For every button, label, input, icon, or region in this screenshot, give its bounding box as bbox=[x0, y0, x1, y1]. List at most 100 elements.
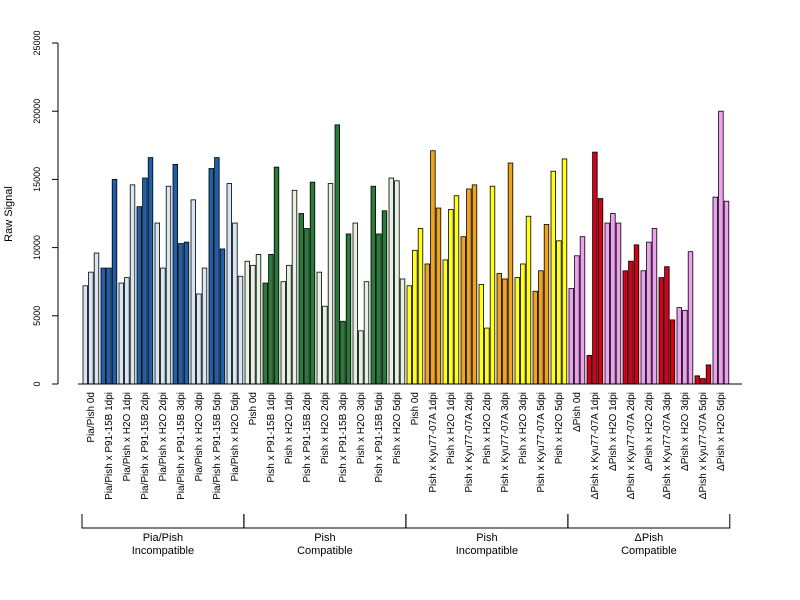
y-tick-label: 0 bbox=[32, 381, 42, 386]
bar bbox=[201, 267, 208, 385]
bar bbox=[363, 281, 370, 385]
y-tick-label: 10000 bbox=[32, 235, 42, 260]
bar bbox=[646, 241, 652, 385]
bar bbox=[610, 213, 616, 385]
bar bbox=[118, 282, 124, 385]
bar bbox=[178, 243, 184, 385]
x-tick-label: ΔPish x H2O 2dpi bbox=[644, 392, 655, 471]
bar bbox=[190, 199, 196, 385]
x-tick-label: ΔPish x H2O 5dpi bbox=[716, 392, 727, 471]
bar bbox=[682, 309, 688, 385]
x-tick-label: Pia/Pish x H2O 5dpi bbox=[230, 392, 241, 482]
y-axis: 0 5000 10000 15000 20000 25000 bbox=[32, 30, 59, 387]
bar bbox=[460, 236, 466, 385]
bar bbox=[88, 271, 94, 385]
bar bbox=[183, 241, 190, 385]
bar bbox=[424, 263, 430, 385]
x-tick-label: Pish x H2O 2dpi bbox=[482, 392, 493, 464]
bar bbox=[399, 278, 406, 385]
bar bbox=[291, 189, 298, 385]
x-tick-label: ΔPish 0d bbox=[572, 392, 583, 432]
x-tick-label: Pish x Kyu77-07A 2dpi bbox=[464, 392, 475, 493]
y-tick-label: 5000 bbox=[32, 306, 42, 326]
bar bbox=[154, 222, 160, 385]
group-brackets: Pia/PishIncompatiblePishCompatiblePishIn… bbox=[81, 514, 731, 557]
x-tick-label: Pish x Kyu77-07A 1dpi bbox=[428, 392, 439, 493]
x-tick-label: Pish x H2O 3dpi bbox=[518, 392, 529, 464]
bar bbox=[376, 233, 382, 385]
bar bbox=[165, 185, 172, 385]
bar bbox=[543, 224, 550, 385]
bar bbox=[255, 254, 262, 385]
x-tick-label: Pia/Pish x H2O 1dpi bbox=[122, 392, 133, 482]
x-tick-labels: Pia/Pish 0d Pia/Pish x P91-15B 1dpi Pia/Pi… bbox=[86, 392, 727, 500]
x-tick-label: Pish x H2O 5dpi bbox=[392, 392, 403, 464]
x-tick-label: ΔPish x Kyu77-07A 2dpi bbox=[626, 392, 637, 499]
group-sublabel: Incompatible bbox=[132, 545, 194, 557]
x-tick-label: Pish x P91-15B 3dpi bbox=[338, 392, 349, 483]
y-tick-label: 20000 bbox=[32, 99, 42, 124]
bar bbox=[100, 267, 106, 385]
bar bbox=[316, 271, 322, 385]
x-tick-label: ΔPish x Kyu77-07A 1dpi bbox=[590, 392, 601, 499]
bar bbox=[694, 375, 700, 385]
group-sublabel: Incompatible bbox=[456, 545, 518, 557]
bar bbox=[640, 270, 646, 385]
bar bbox=[237, 275, 244, 385]
bar bbox=[309, 181, 316, 385]
bar bbox=[322, 305, 328, 385]
x-tick-label: Pish x H2O 1dpi bbox=[284, 392, 295, 464]
bar bbox=[687, 251, 694, 385]
group-bracket bbox=[243, 514, 407, 529]
group-sublabel: Compatible bbox=[297, 545, 353, 557]
bar bbox=[622, 270, 628, 385]
bar bbox=[172, 163, 178, 385]
x-tick-label: Pish x H2O 3dpi bbox=[356, 392, 367, 464]
bar bbox=[381, 210, 388, 385]
bar bbox=[286, 264, 292, 385]
group-label: Pish bbox=[476, 532, 497, 544]
y-tick-label: 25000 bbox=[32, 30, 42, 55]
bar bbox=[525, 215, 532, 385]
x-tick-label: ΔPish x H2O 3dpi bbox=[680, 392, 691, 471]
x-tick-label: Pish x H2O 2dpi bbox=[320, 392, 331, 464]
x-tick-label: Pia/Pish 0d bbox=[86, 392, 97, 443]
bar bbox=[142, 177, 148, 385]
bar bbox=[226, 183, 232, 385]
bar bbox=[406, 285, 412, 385]
bar bbox=[232, 222, 238, 385]
bar bbox=[388, 177, 394, 385]
x-tick-label: Pish x P91-15B 2dpi bbox=[302, 392, 313, 483]
bar bbox=[280, 281, 286, 385]
bar bbox=[394, 180, 400, 385]
bar bbox=[273, 166, 280, 385]
bar bbox=[129, 184, 136, 385]
bar bbox=[586, 354, 592, 385]
x-tick-label: Pia/Pish x H2O 2dpi bbox=[158, 392, 169, 482]
bar bbox=[604, 222, 610, 385]
bar bbox=[417, 228, 424, 385]
x-tick-label: Pish x H2O 1dpi bbox=[446, 392, 457, 464]
bar bbox=[561, 158, 568, 385]
bar bbox=[712, 196, 718, 385]
bar bbox=[412, 249, 418, 385]
x-tick-label: ΔPish x Kyu77-07A 5dpi bbox=[698, 392, 709, 499]
y-tick-label: 15000 bbox=[32, 167, 42, 192]
bar bbox=[244, 260, 250, 385]
bar bbox=[214, 157, 220, 385]
bar bbox=[705, 364, 712, 385]
group-bracket bbox=[81, 514, 245, 529]
bar bbox=[111, 178, 118, 385]
bar bbox=[334, 124, 340, 385]
bar bbox=[262, 282, 268, 385]
x-tick-label: Pia/Pish x P91-15B 5dpi bbox=[212, 392, 223, 500]
bar bbox=[718, 110, 724, 385]
bar bbox=[669, 319, 676, 385]
x-tick-label: Pish 0d bbox=[410, 392, 421, 425]
bar bbox=[658, 277, 664, 385]
bar bbox=[538, 270, 544, 385]
bar bbox=[370, 185, 376, 385]
bar bbox=[478, 284, 484, 385]
x-tick-label: Pish x H2O 5dpi bbox=[554, 392, 565, 464]
group-bracket bbox=[405, 514, 569, 529]
